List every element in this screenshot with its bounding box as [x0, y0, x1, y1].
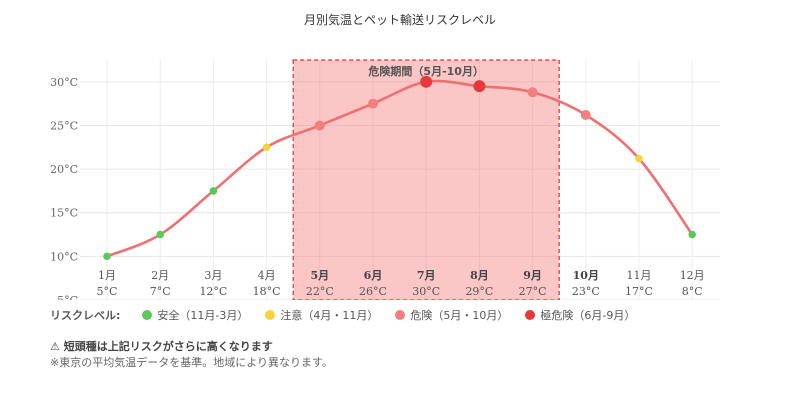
data-point-danger	[527, 87, 538, 98]
y-tick-label: 20°C	[50, 163, 78, 176]
data-point-safe	[688, 230, 696, 239]
x-month-label: 11月	[627, 269, 652, 282]
x-temp-label: 30°C	[412, 285, 440, 298]
x-temp-label: 17°C	[625, 285, 653, 298]
legend-title: リスクレベル:	[50, 309, 121, 322]
data-point-extreme	[420, 75, 433, 88]
data-point-danger	[314, 120, 325, 131]
x-temp-label: 23°C	[572, 285, 600, 298]
legend-label: 極危険（6月-9月）	[540, 309, 636, 322]
x-temp-label: 22°C	[306, 285, 334, 298]
x-temp-label: 12°C	[199, 285, 227, 298]
x-temp-label: 7°C	[150, 285, 171, 298]
data-point-danger	[580, 109, 591, 120]
extreme-dot-icon	[525, 310, 536, 320]
data-point-safe	[156, 230, 164, 239]
brachycephalic-warning: ⚠ 短頭種は上記リスクがさらに高くなります	[50, 340, 273, 353]
y-tick-label: 25°C	[50, 119, 78, 132]
x-month-label: 12月	[680, 269, 705, 282]
x-month-label: 4月	[258, 269, 276, 282]
y-tick-label: 10°C	[50, 250, 78, 263]
y-tick-label: 15°C	[50, 207, 78, 220]
risk-legend: リスクレベル: 安全（11月-3月） 注意（4月・11月） 危険（5月・10月）…	[50, 307, 652, 323]
x-temp-label: 18°C	[253, 285, 281, 298]
x-temp-label: 27°C	[519, 285, 547, 298]
axes: 30°C 25°C 20°C 15°C 10°C 5°C 1月 5°C 2月 7°C 3月 12°C 4…	[50, 76, 705, 300]
danger-period-box	[292, 59, 560, 300]
danger-period-region: 危険期間（5月-10月）	[292, 59, 560, 300]
legend-item-caution: 注意（4月・11月）	[265, 307, 378, 323]
x-month-label: 2月	[151, 269, 169, 282]
caution-dot-icon	[265, 310, 276, 320]
temperature-series-line	[106, 79, 694, 258]
x-month-label: 10月	[573, 269, 599, 282]
danger-dot-icon	[395, 310, 406, 320]
x-month-label: 6月	[364, 269, 383, 282]
legend-item-safe: 安全（11月-3月）	[142, 307, 248, 323]
legend-label: 注意（4月・11月）	[280, 309, 379, 322]
x-month-label: 3月	[204, 269, 222, 282]
x-temp-label: 26°C	[359, 285, 387, 298]
legend-label: 安全（11月-3月）	[157, 309, 249, 322]
x-temp-label: 5°C	[97, 285, 118, 298]
chart-title: 月別気温とペット輸送リスクレベル	[304, 12, 496, 27]
risk-points	[103, 75, 696, 261]
data-source-note: ※東京の平均気温データを基準。地域により異なります。	[50, 356, 333, 369]
y-tick-label: 5°C	[57, 294, 78, 300]
data-point-safe	[103, 252, 111, 261]
temperature-line	[106, 79, 694, 258]
y-tick-label: 30°C	[50, 76, 78, 89]
data-point-danger	[368, 98, 378, 109]
data-point-caution	[262, 143, 271, 152]
danger-period-label: 危険期間（5月-10月）	[367, 64, 484, 78]
data-point-caution	[635, 154, 643, 163]
x-temp-label: 29°C	[465, 285, 493, 298]
data-point-safe	[209, 187, 218, 195]
temperature-risk-chart: 月別気温とペット輸送リスクレベル 危険期間（5月-10月） 30°C 25°C 20…	[50, 12, 720, 300]
x-month-label: 7月	[417, 269, 436, 282]
x-month-label: 5月	[310, 269, 329, 282]
legend-item-danger: 危険（5月・10月）	[395, 307, 508, 323]
x-month-label: 8月	[470, 269, 489, 282]
legend-item-extreme: 極危険（6月-9月）	[525, 307, 635, 323]
x-month-label: 1月	[98, 269, 116, 282]
x-month-label: 9月	[523, 269, 542, 282]
safe-dot-icon	[142, 310, 153, 320]
legend-label: 危険（5月・10月）	[410, 309, 509, 322]
data-point-extreme	[473, 80, 486, 93]
x-temp-label: 8°C	[682, 285, 703, 298]
